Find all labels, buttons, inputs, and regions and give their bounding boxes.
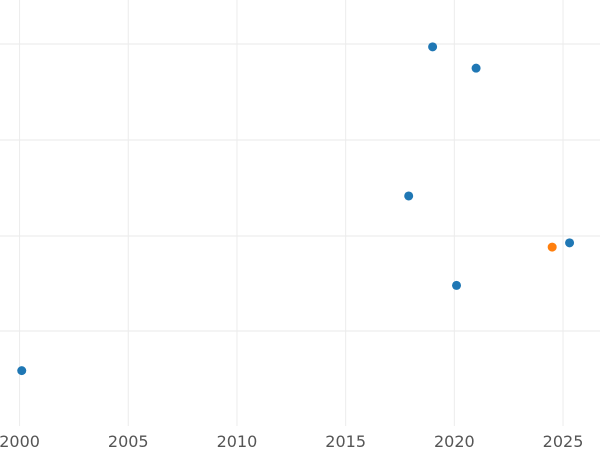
- horizontal-gridlines: [0, 43, 600, 332]
- data-point-series1-5: [452, 280, 462, 290]
- x-tick-label-2020: 2020: [434, 432, 475, 450]
- data-point-series1-3: [428, 42, 438, 52]
- data-points: [17, 42, 575, 376]
- x-tick-label-2025: 2025: [543, 432, 584, 450]
- vertical-gridlines: [19, 0, 564, 426]
- data-point-series1-6: [565, 238, 575, 248]
- data-point-series1-2: [404, 191, 414, 201]
- data-point-series2-1: [547, 242, 557, 252]
- x-tick-label-2010: 2010: [217, 432, 258, 450]
- data-point-series1-1: [17, 366, 27, 376]
- x-tick-label-2015: 2015: [325, 432, 366, 450]
- data-point-series1-4: [471, 63, 481, 73]
- x-axis-tick-labels: 2000 2005 2010 2015 2020 2025: [0, 432, 583, 450]
- x-tick-label-2005: 2005: [108, 432, 149, 450]
- x-tick-label-2000: 2000: [0, 432, 40, 450]
